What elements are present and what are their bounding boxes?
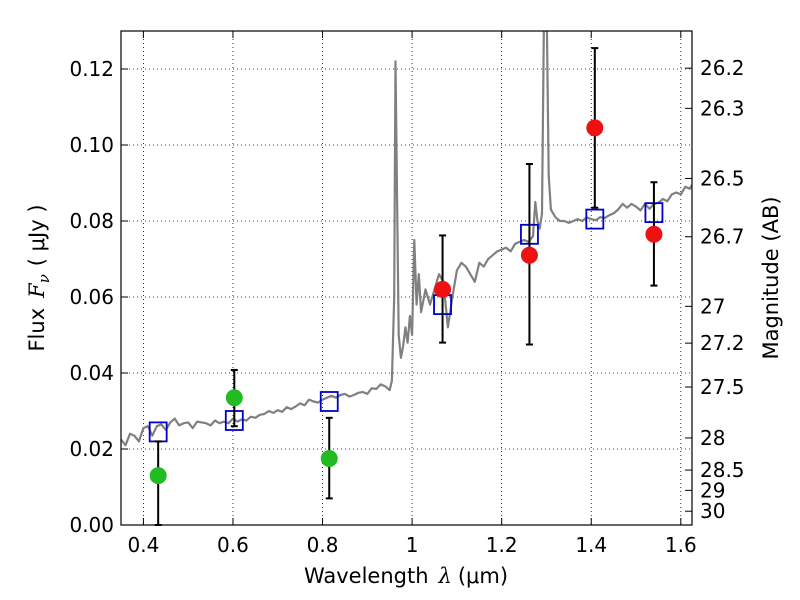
x-tick-label: 0.6	[217, 533, 249, 557]
y-tick-label: 0.06	[69, 285, 114, 309]
plot-area	[121, 31, 692, 525]
y-tick-label: 0.02	[69, 437, 114, 461]
y2-tick-label: 26.3	[700, 96, 745, 120]
observed-points-layer	[149, 47, 663, 526]
observed-point-marker	[225, 389, 243, 407]
observed-point-marker	[586, 119, 604, 137]
y2-tick-label: 26.2	[700, 56, 745, 80]
model-square-marker	[319, 391, 339, 412]
y-tick-label: 0.00	[69, 513, 114, 537]
y2-tick-label: 26.5	[700, 166, 745, 190]
model-square-marker	[585, 208, 605, 230]
y2-tick-label: 27.2	[700, 331, 745, 355]
x-axis-label: Wavelength λ (μm)	[304, 564, 508, 588]
y-tick-label: 0.12	[69, 57, 114, 81]
observed-point-marker	[149, 467, 167, 485]
x-tick-label: 1.6	[665, 533, 697, 557]
x-tick-label: 1.4	[575, 533, 607, 557]
x-tick-label: 1	[406, 533, 419, 557]
y-tick-label: 0.04	[69, 361, 114, 385]
x-tick-label: 0.8	[307, 533, 339, 557]
y2-tick-label: 27	[700, 294, 725, 318]
observed-point-marker	[434, 280, 452, 298]
axis-ticks: 0.4 0.6 0.8 1 1.2 1.4 1.6 0.00 0.02 0.04 0.06 0.08 0…	[69, 31, 745, 557]
observed-point-marker	[520, 246, 538, 264]
y-tick-label: 0.08	[69, 209, 114, 233]
y2-tick-label: 26.7	[700, 225, 745, 249]
plot-frame	[120, 30, 693, 526]
y-tick-label: 0.10	[69, 133, 114, 157]
x-tick-label: 1.2	[486, 533, 518, 557]
observed-point-marker	[645, 225, 663, 243]
y2-axis-label: Magnitude (AB)	[759, 196, 783, 359]
y2-tick-label: 27.5	[700, 375, 745, 399]
y2-tick-label: 29	[700, 478, 725, 502]
y2-tick-label: 30	[700, 499, 725, 523]
y2-tick-label: 28.5	[700, 458, 745, 482]
x-tick-label: 0.4	[127, 533, 159, 557]
y-axis-label: FluxFν( μJy )	[25, 204, 53, 351]
y2-tick-label: 28	[700, 426, 725, 450]
observed-point-marker	[320, 450, 338, 467]
